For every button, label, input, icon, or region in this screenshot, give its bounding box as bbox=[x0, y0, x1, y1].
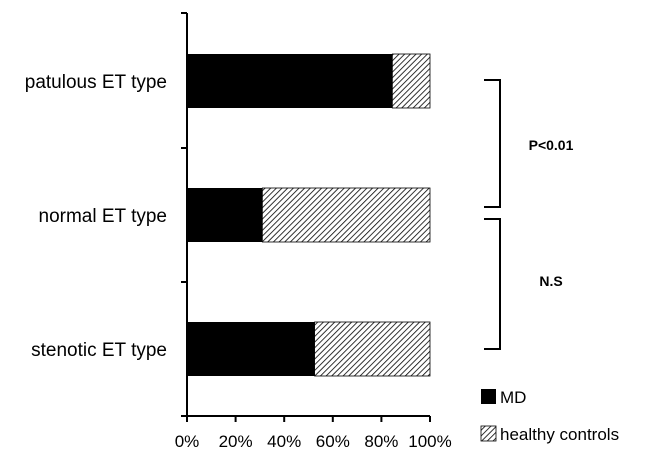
category-labels: patulous ET type normal ET type stenotic E… bbox=[25, 72, 167, 361]
bar-md-0 bbox=[187, 54, 393, 108]
legend-label-healthy-controls: healthy controls bbox=[500, 425, 619, 444]
bar-healthy-controls-2 bbox=[314, 321, 431, 377]
legend-swatch-healthy-controls bbox=[480, 425, 497, 442]
legend: MD healthy controls bbox=[480, 388, 619, 444]
bracket-lower bbox=[484, 218, 501, 350]
significance-brackets: P<0.01 N.S bbox=[484, 79, 574, 350]
bar-md-2 bbox=[187, 322, 315, 376]
x-tick-label-3: 60% bbox=[316, 432, 350, 451]
x-tick-labels: 0% 20% 40% 60% 80% 100% bbox=[175, 432, 452, 451]
legend-swatch-md bbox=[481, 389, 496, 404]
annotation-ns: N.S bbox=[539, 273, 562, 289]
x-tick-label-4: 80% bbox=[364, 432, 398, 451]
x-tick-label-1: 20% bbox=[219, 432, 253, 451]
x-tick-label-5: 100% bbox=[408, 432, 451, 451]
bar-healthy-controls-0 bbox=[391, 53, 431, 109]
bar-md-1 bbox=[187, 188, 263, 242]
annotation-p-value: P<0.01 bbox=[529, 137, 574, 153]
category-label-1: normal ET type bbox=[39, 206, 167, 227]
category-label-2: stenotic ET type bbox=[31, 340, 167, 361]
bars bbox=[187, 53, 431, 377]
legend-label-md: MD bbox=[500, 388, 526, 407]
x-tick-label-0: 0% bbox=[175, 432, 200, 451]
x-tick-label-2: 40% bbox=[267, 432, 301, 451]
category-label-0: patulous ET type bbox=[25, 72, 167, 93]
bracket-upper bbox=[484, 79, 501, 208]
bar-healthy-controls-1 bbox=[261, 187, 431, 243]
